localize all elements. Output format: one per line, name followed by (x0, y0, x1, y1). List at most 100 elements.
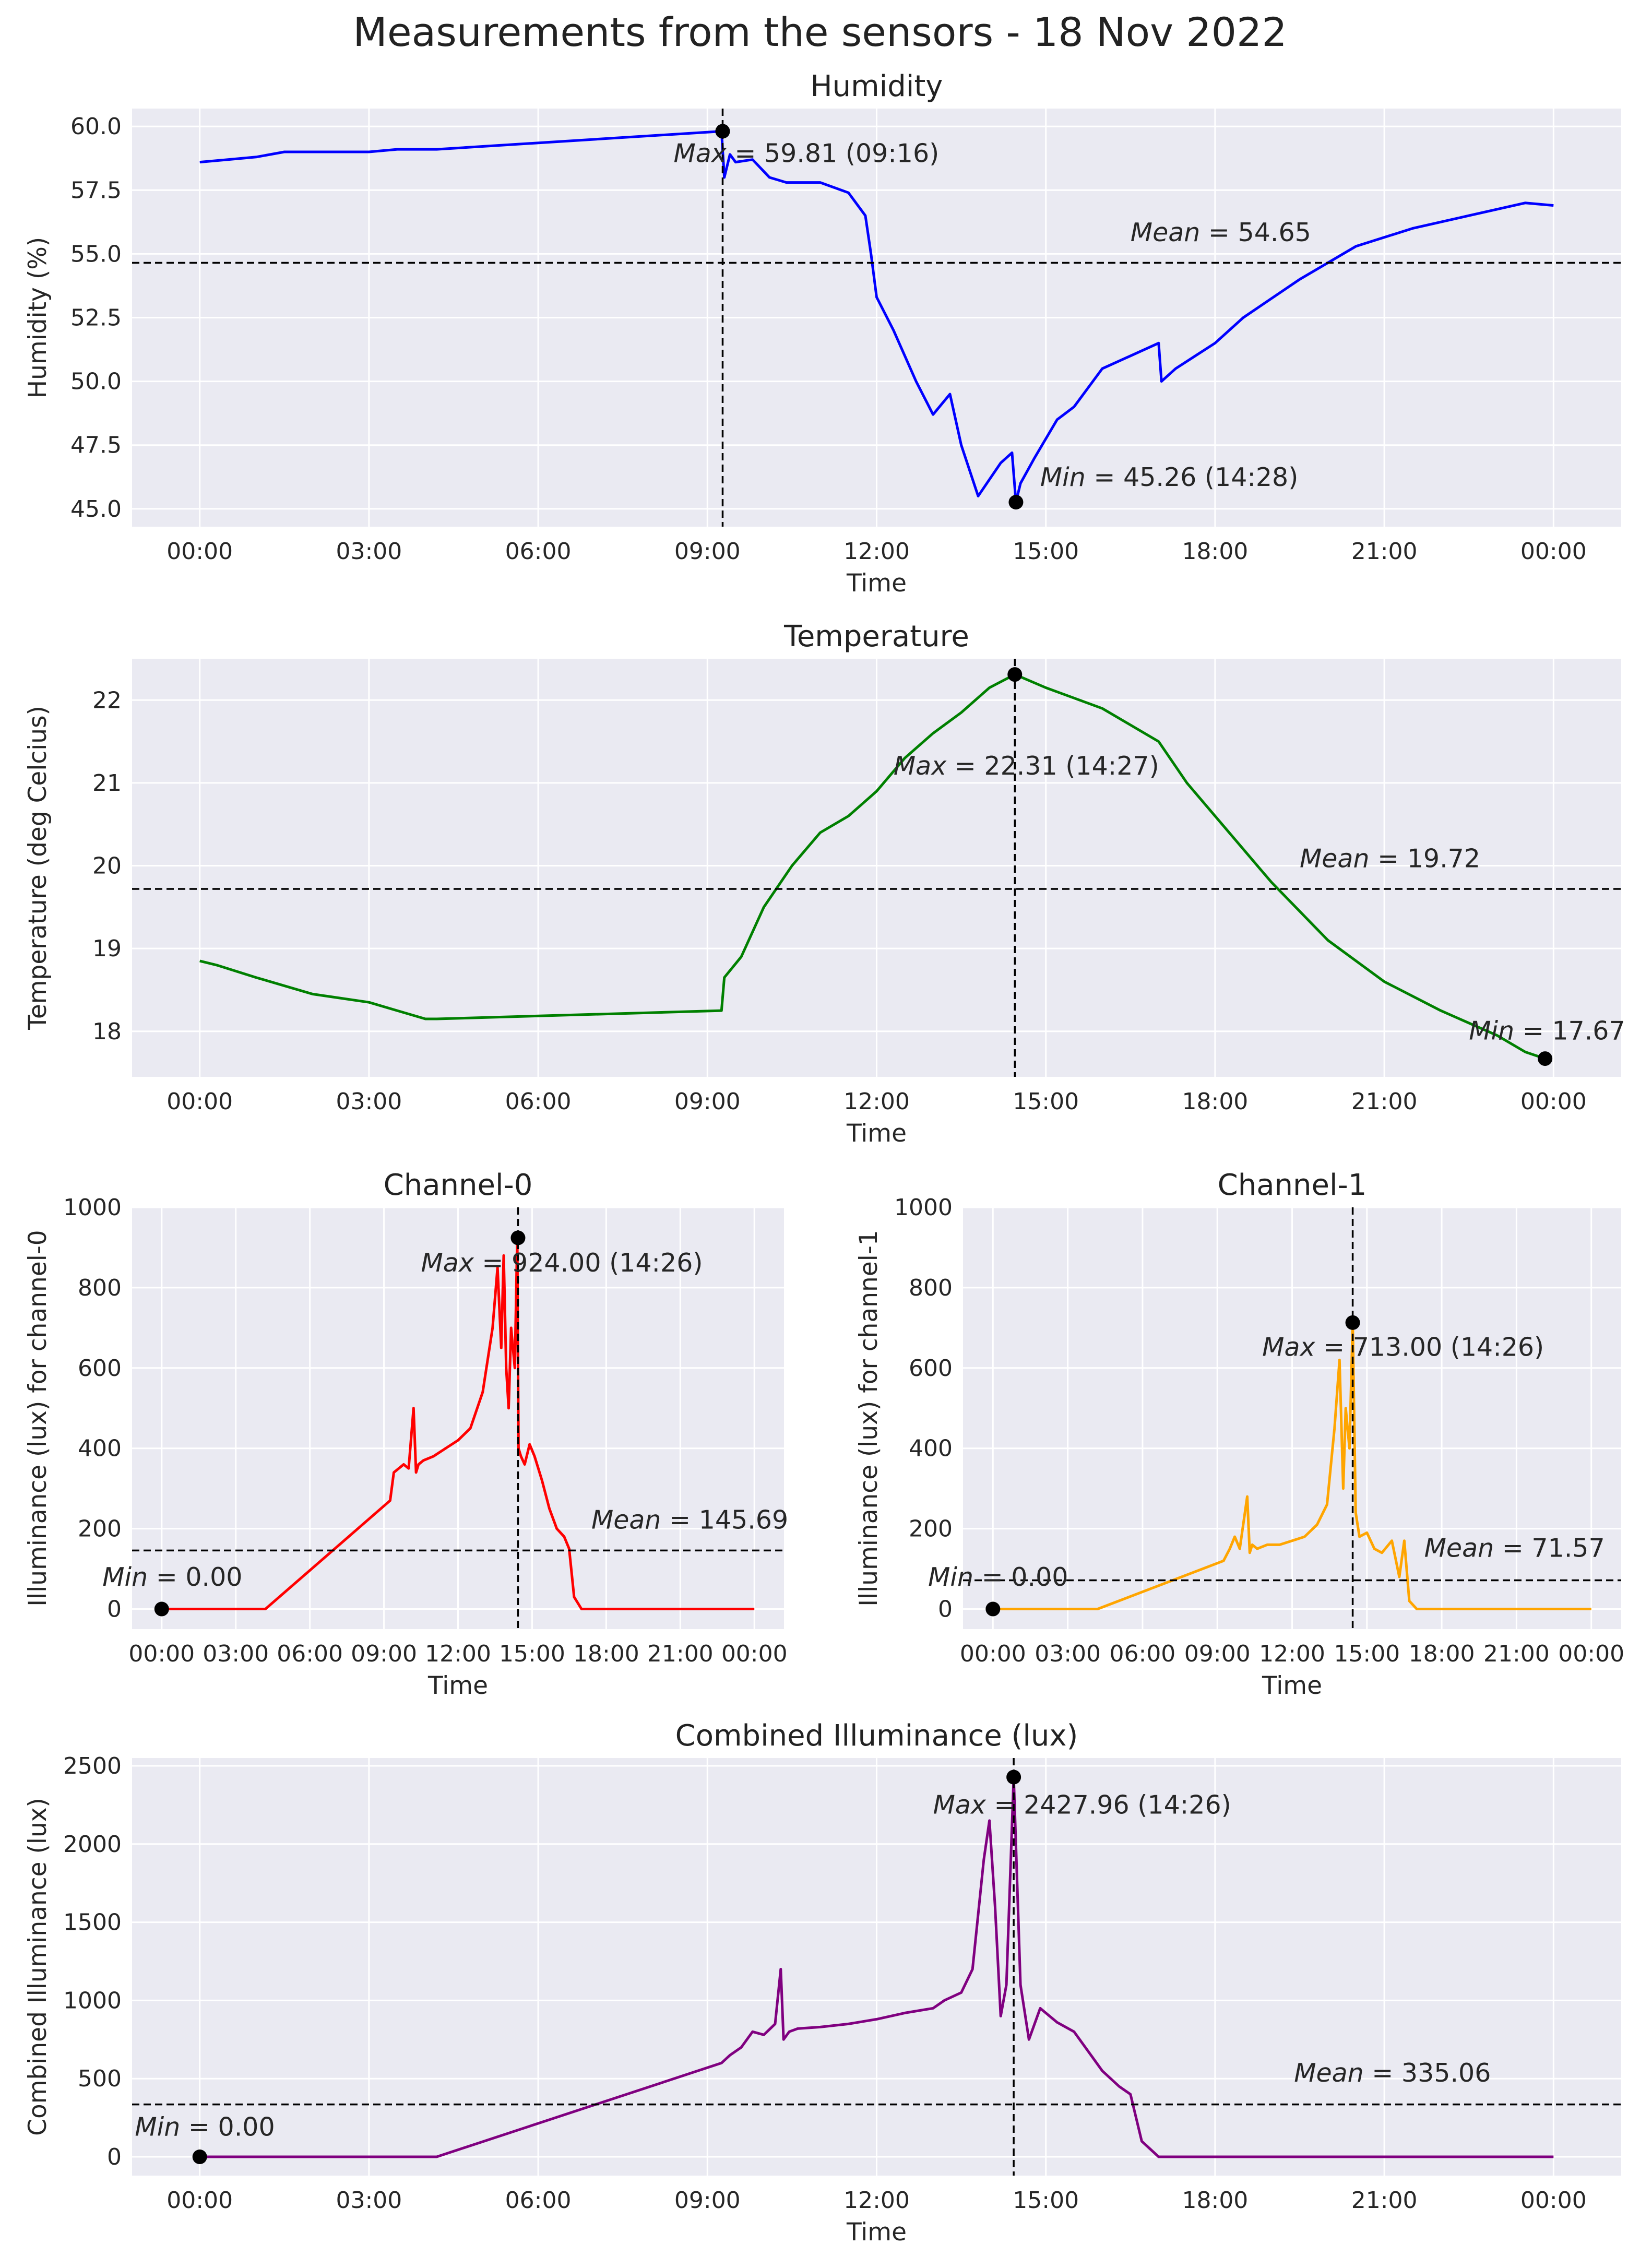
min-annotation-value: = 45.26 (14:28) (1086, 462, 1299, 492)
y-tick-label: 52.5 (70, 305, 122, 331)
mean-annotation-value: = 335.06 (1364, 2058, 1491, 2088)
max-annotation-italic: Max (421, 1248, 474, 1278)
y-tick-label: 60.0 (70, 113, 122, 140)
max-annotation-italic: Max (933, 1790, 987, 1820)
min-annotation-value: = 17.67 (1514, 1016, 1625, 1046)
x-tick-label: 12:00 (1259, 1641, 1325, 1667)
chart-title: Channel-0 (384, 1168, 533, 1202)
min-marker (1008, 495, 1024, 510)
x-tick-label: 00:00 (960, 1641, 1026, 1667)
y-tick-label: 2000 (63, 1831, 122, 1858)
x-tick-label: 21:00 (1483, 1641, 1550, 1667)
x-tick-label: 09:00 (1184, 1641, 1251, 1667)
y-tick-label: 800 (909, 1275, 953, 1301)
x-tick-label: 00:00 (167, 1088, 233, 1115)
x-tick-label: 21:00 (647, 1641, 714, 1667)
chart-combined: 00:00 03:00 06:00 09:00 12:00 15:00 18:00 21:00… (23, 1719, 1621, 2247)
chart-title: Channel-1 (1218, 1168, 1367, 1202)
mean-annotation-value: = 145.69 (661, 1505, 788, 1535)
y-tick-label: 1000 (894, 1194, 953, 1221)
max-annotation: Max = 713.00 (14:26) (1262, 1333, 1544, 1362)
x-tick-label: 06:00 (1110, 1641, 1176, 1667)
x-tick-label: 15:00 (1013, 2187, 1079, 2214)
chart-title: Humidity (811, 69, 943, 103)
x-tick-label: 09:00 (351, 1641, 417, 1667)
x-tick-label: 00:00 (167, 538, 233, 565)
min-annotation-italic: Min (1040, 462, 1086, 492)
x-tick-label: 00:00 (1520, 2187, 1587, 2214)
max-annotation-value: = 2427.96 (14:26) (986, 1790, 1231, 1820)
y-tick-label: 600 (78, 1355, 122, 1382)
min-marker (1538, 1051, 1553, 1066)
max-marker (1345, 1315, 1360, 1330)
x-tick-label: 21:00 (1351, 1088, 1418, 1115)
series-line-channel0 (161, 1237, 755, 1610)
x-tick-label: 21:00 (1351, 538, 1418, 565)
mean-annotation-italic: Mean (1300, 844, 1370, 874)
max-annotation: Max = 59.81 (09:16) (673, 139, 939, 169)
x-tick-label: 09:00 (674, 538, 741, 565)
mean-annotation-italic: Mean (1424, 1533, 1494, 1563)
x-axis-label: Time (1262, 1671, 1322, 1700)
y-axis-label: Illuminance (lux) for channel-0 (23, 1230, 52, 1606)
max-annotation-italic: Max (894, 751, 947, 781)
mean-annotation: Mean = 54.65 (1131, 218, 1311, 247)
min-annotation-italic: Min (102, 1562, 148, 1592)
x-tick-label: 06:00 (277, 1641, 343, 1667)
y-tick-label: 2500 (63, 1753, 122, 1779)
chart-title: Combined Illuminance (lux) (675, 1719, 1078, 1753)
max-annotation-value: = 59.81 (09:16) (727, 139, 940, 169)
min-annotation-italic: Min (135, 2112, 180, 2142)
x-tick-label: 00:00 (1520, 538, 1587, 565)
y-tick-label: 0 (938, 1596, 953, 1623)
y-tick-label: 500 (78, 2065, 122, 2092)
y-tick-label: 800 (78, 1275, 122, 1301)
y-axis-label: Humidity (%) (23, 237, 52, 398)
min-marker (985, 1601, 1001, 1617)
x-tick-label: 12:00 (425, 1641, 491, 1667)
y-axis-label: Illuminance (lux) for channel-1 (854, 1230, 883, 1606)
max-marker (715, 124, 730, 139)
y-tick-label: 45.0 (70, 496, 122, 523)
max-annotation: Max = 2427.96 (14:26) (933, 1790, 1231, 1820)
min-annotation: Min = 0.00 (928, 1562, 1068, 1592)
y-tick-label: 200 (909, 1516, 953, 1542)
y-tick-label: 600 (909, 1355, 953, 1382)
y-tick-label: 1000 (63, 1987, 122, 2014)
x-tick-label: 18:00 (1182, 2187, 1249, 2214)
x-tick-label: 00:00 (167, 2187, 233, 2214)
max-marker (510, 1230, 526, 1245)
x-tick-label: 03:00 (336, 1088, 402, 1115)
x-tick-label: 18:00 (573, 1641, 639, 1667)
mean-annotation-value: = 19.72 (1370, 844, 1481, 874)
x-tick-label: 00:00 (1520, 1088, 1587, 1115)
x-axis-label: Time (846, 1119, 907, 1148)
y-tick-label: 55.0 (70, 241, 122, 267)
max-marker (1007, 667, 1023, 682)
x-tick-label: 21:00 (1351, 2187, 1418, 2214)
x-tick-label: 00:00 (1558, 1641, 1624, 1667)
mean-annotation-value: = 54.65 (1200, 218, 1311, 247)
y-tick-label: 400 (909, 1435, 953, 1462)
series-line-combined (199, 1776, 1554, 2158)
mean-annotation: Mean = 335.06 (1294, 2058, 1491, 2088)
y-tick-label: 1500 (63, 1909, 122, 1936)
x-tick-label: 03:00 (1035, 1641, 1101, 1667)
mean-annotation-italic: Mean (1131, 218, 1201, 247)
x-tick-label: 18:00 (1182, 1088, 1249, 1115)
y-tick-label: 0 (107, 1596, 122, 1623)
max-annotation-value: = 22.31 (14:27) (946, 751, 1159, 781)
y-tick-label: 19 (92, 935, 122, 962)
max-annotation-italic: Max (673, 139, 727, 169)
x-axis-label: Time (846, 2218, 907, 2247)
y-axis-label: Combined Illuminance (lux) (23, 1798, 52, 2136)
x-tick-label: 03:00 (336, 538, 402, 565)
min-annotation-value: = 0.00 (148, 1562, 242, 1592)
y-tick-label: 57.5 (70, 177, 122, 204)
y-tick-label: 21 (92, 770, 122, 797)
chart-title: Temperature (783, 620, 969, 654)
x-tick-label: 18:00 (1182, 538, 1249, 565)
x-tick-label: 03:00 (203, 1641, 269, 1667)
series-line-channel1 (993, 1321, 1591, 1610)
x-tick-label: 12:00 (843, 2187, 910, 2214)
